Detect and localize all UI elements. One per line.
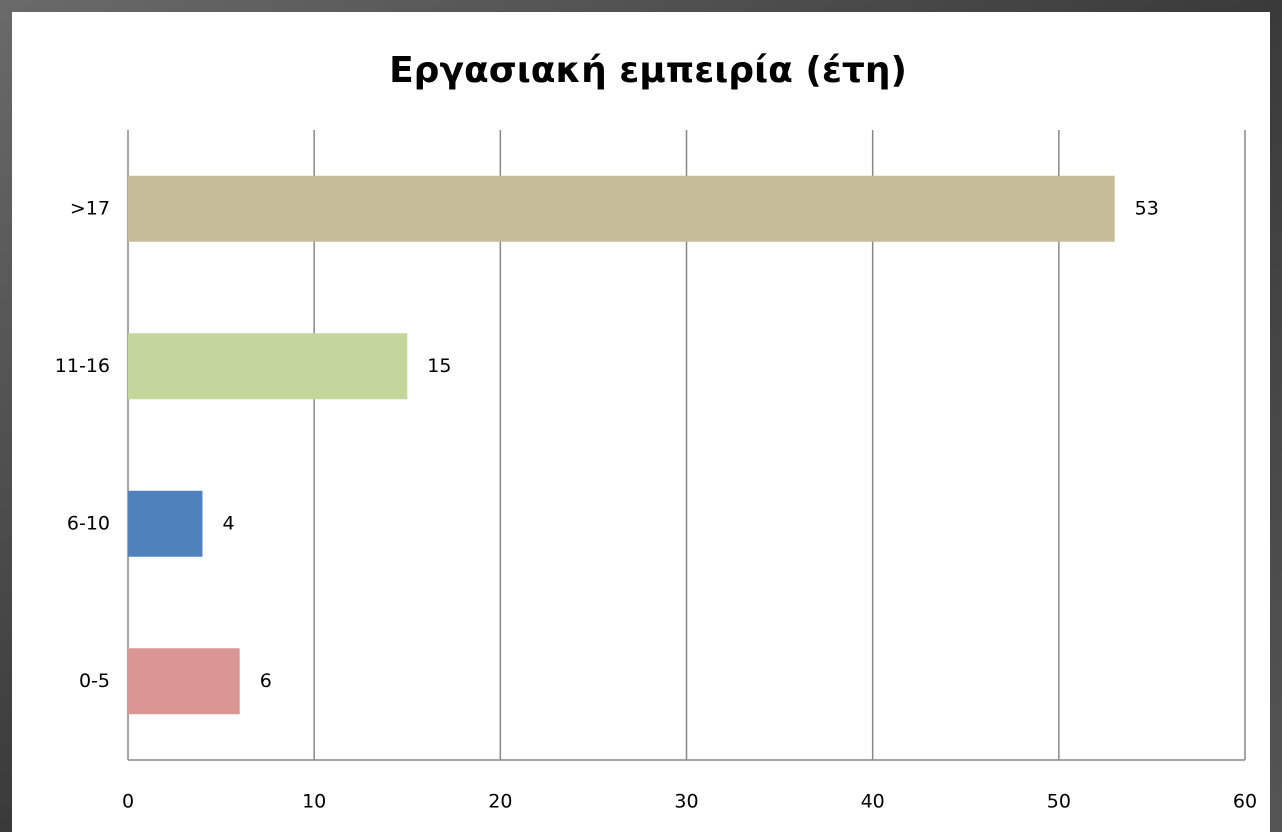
value-label: 53: [1135, 197, 1159, 219]
bar: [128, 648, 240, 715]
value-label: 15: [427, 355, 451, 377]
y-tick-label: 0-5: [79, 670, 110, 692]
value-label: 4: [222, 512, 234, 534]
value-label: 6: [260, 670, 272, 692]
y-tick-label: 6-10: [67, 512, 110, 534]
bar: [128, 175, 1115, 242]
bar: [128, 490, 203, 557]
y-tick-label: >17: [70, 197, 110, 219]
chart-title: Εργασιακή εμπειρία (έτη): [389, 50, 907, 91]
x-tick-label: 10: [302, 791, 326, 813]
x-tick-label: 60: [1233, 791, 1257, 813]
x-tick-label: 50: [1047, 791, 1071, 813]
bar: [128, 333, 408, 400]
y-tick-label: 11-16: [55, 355, 110, 377]
x-tick-label: 0: [122, 791, 134, 813]
x-tick-label: 30: [674, 791, 698, 813]
x-tick-label: 20: [488, 791, 512, 813]
x-tick-label: 40: [861, 791, 885, 813]
